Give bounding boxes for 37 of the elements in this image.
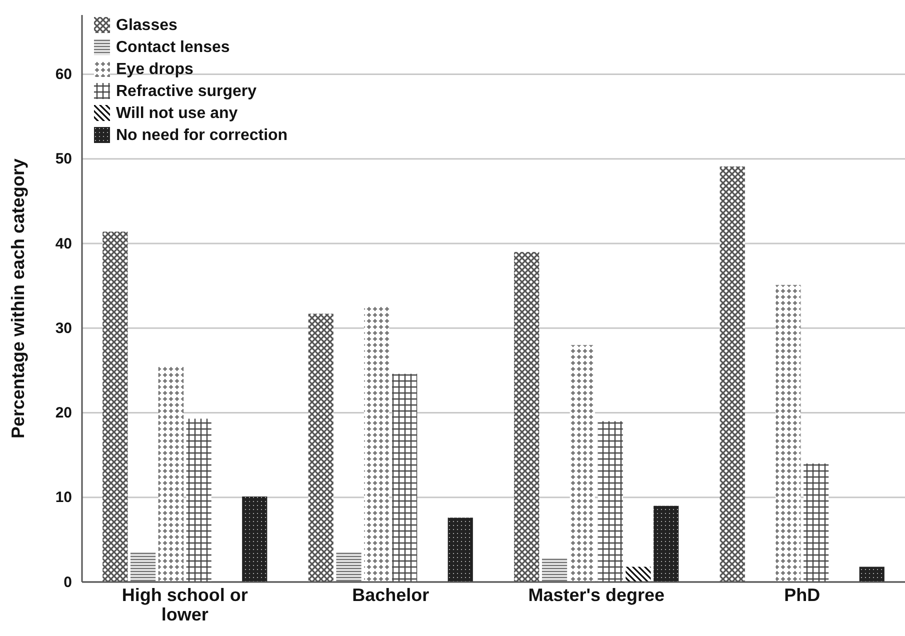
x-tick-label: Master's degree [528, 584, 665, 605]
x-tick-label: High school or lower [122, 584, 248, 625]
y-tick-label: 30 [55, 320, 72, 337]
bar [626, 566, 651, 582]
y-tick-label: 60 [55, 66, 72, 84]
bar [654, 506, 679, 582]
bar [720, 166, 745, 582]
bar [336, 552, 362, 582]
bar [130, 552, 156, 582]
bar [514, 252, 540, 582]
bar [570, 345, 595, 582]
legend-label: Glasses [116, 17, 178, 34]
y-axis-title: Percentage within each category [8, 158, 28, 439]
legend-label: Contact lenses [116, 39, 230, 56]
legend-label: Eye drops [116, 61, 194, 78]
bar [448, 518, 473, 582]
legend-label: Refractive surgery [116, 83, 257, 100]
bar [859, 566, 884, 582]
y-tick-label: 10 [55, 489, 72, 506]
bar [242, 496, 268, 582]
x-tick-label: Bachelor [352, 584, 430, 605]
bar [308, 314, 334, 582]
x-tick-label: PhD [784, 584, 820, 605]
bar [102, 232, 128, 582]
bar [158, 366, 184, 582]
bar [598, 421, 623, 582]
bar [392, 374, 418, 582]
bar [776, 284, 801, 582]
legend-label: Will not use any [116, 105, 238, 122]
bar [364, 306, 390, 582]
y-tick-label: 20 [55, 404, 72, 422]
bar [542, 558, 568, 582]
legend-label: No need for correction [116, 127, 288, 144]
y-tick-label: 40 [55, 235, 72, 252]
y-tick-label: 50 [55, 150, 72, 168]
bar [804, 464, 829, 582]
y-tick-label: 0 [64, 574, 72, 591]
